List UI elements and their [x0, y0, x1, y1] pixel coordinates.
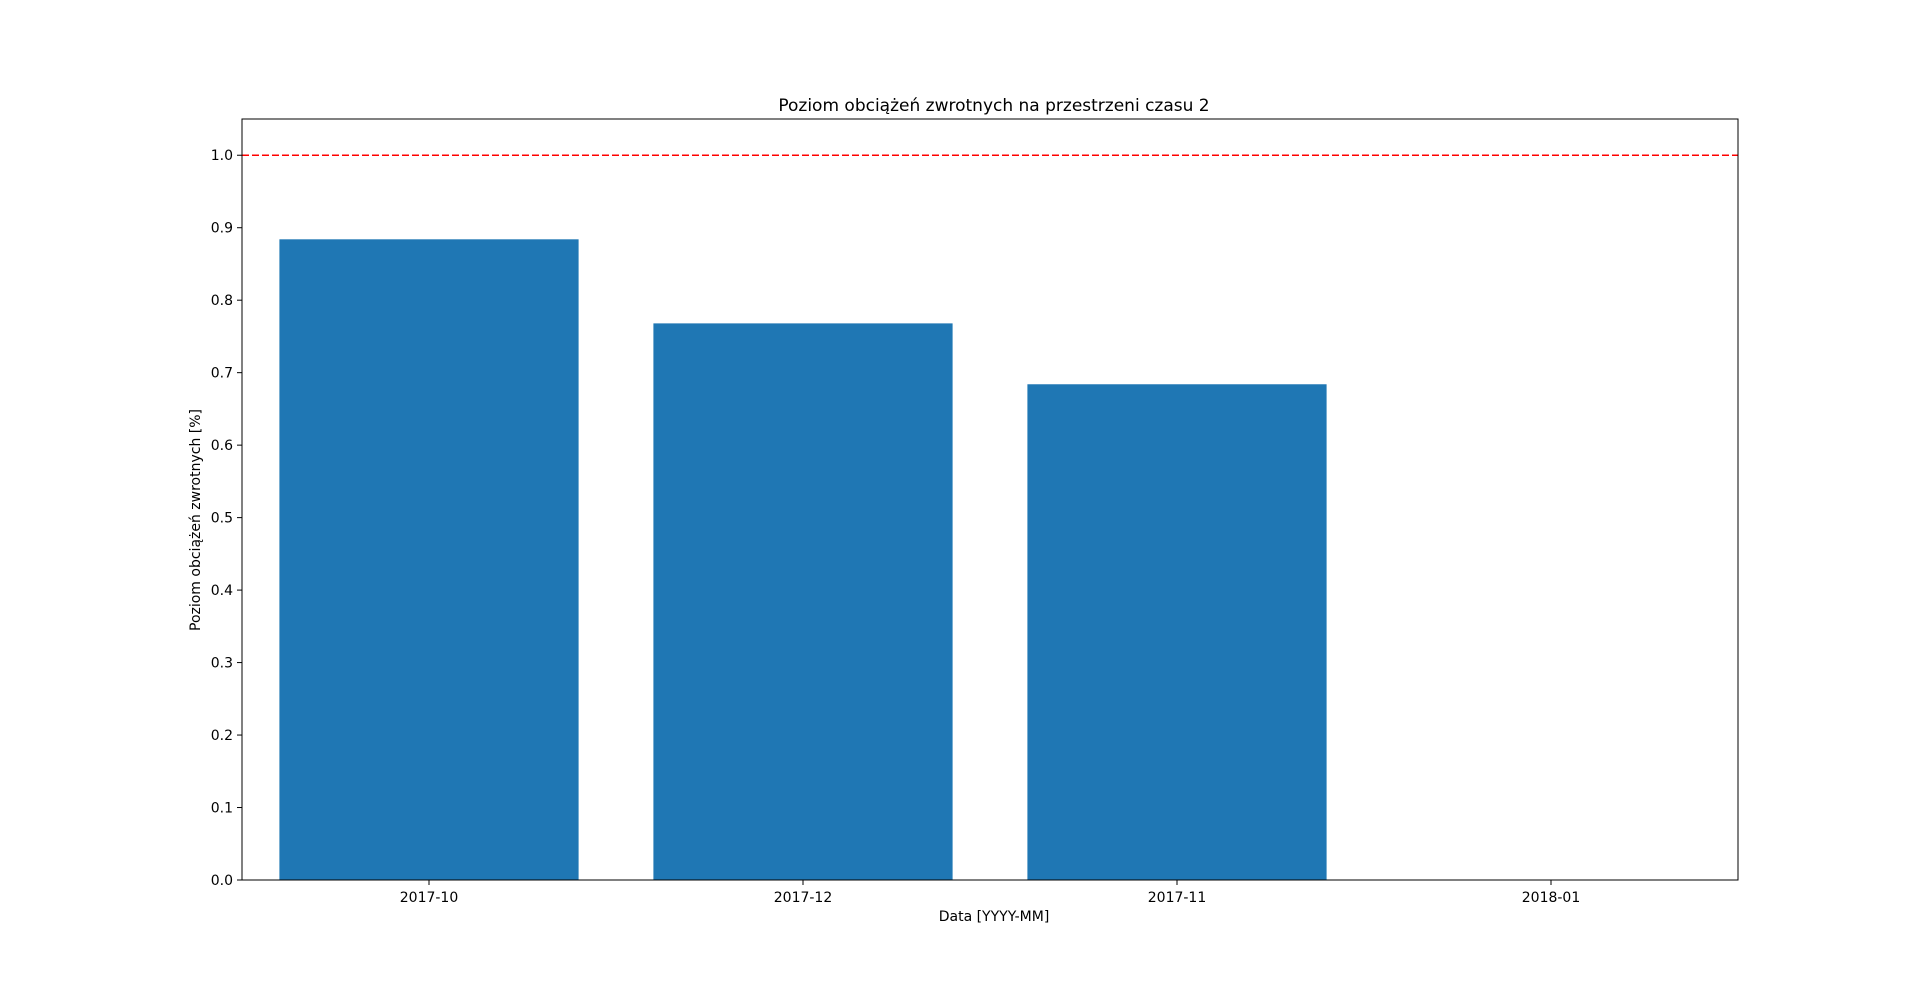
y-tick-label: 1.0: [211, 148, 233, 164]
x-tick-label: 2017-12: [774, 890, 833, 906]
y-tick-label: 0.3: [211, 656, 233, 672]
y-tick-label: 0.9: [211, 221, 233, 237]
y-tick-label: 0.1: [211, 801, 233, 817]
plot-frame: [241, 118, 1739, 881]
y-tick-label: 0.0: [211, 873, 233, 889]
bar-2017-10: [279, 239, 579, 880]
x-tick-label: 2017-10: [400, 890, 459, 906]
y-tick-label: 0.2: [211, 728, 233, 744]
y-axis-label: Poziom obciążeń zwrotnych [%]: [188, 409, 204, 631]
y-tick-label: 0.8: [211, 293, 233, 309]
x-axis-label: Data [YYYY-MM]: [939, 909, 1050, 925]
y-tick-label: 0.4: [211, 583, 233, 599]
y-tick-label: 0.5: [211, 511, 233, 527]
x-tick-label: 2018-01: [1522, 890, 1581, 906]
y-tick-label: 0.7: [211, 366, 233, 382]
chart-title: Poziom obciążeń zwrotnych na przestrzeni…: [778, 96, 1209, 116]
x-tick-label: 2017-11: [1148, 890, 1207, 906]
bar-2017-12: [653, 323, 953, 880]
y-tick-label: 0.6: [211, 438, 233, 454]
bar-2017-11: [1027, 384, 1327, 880]
